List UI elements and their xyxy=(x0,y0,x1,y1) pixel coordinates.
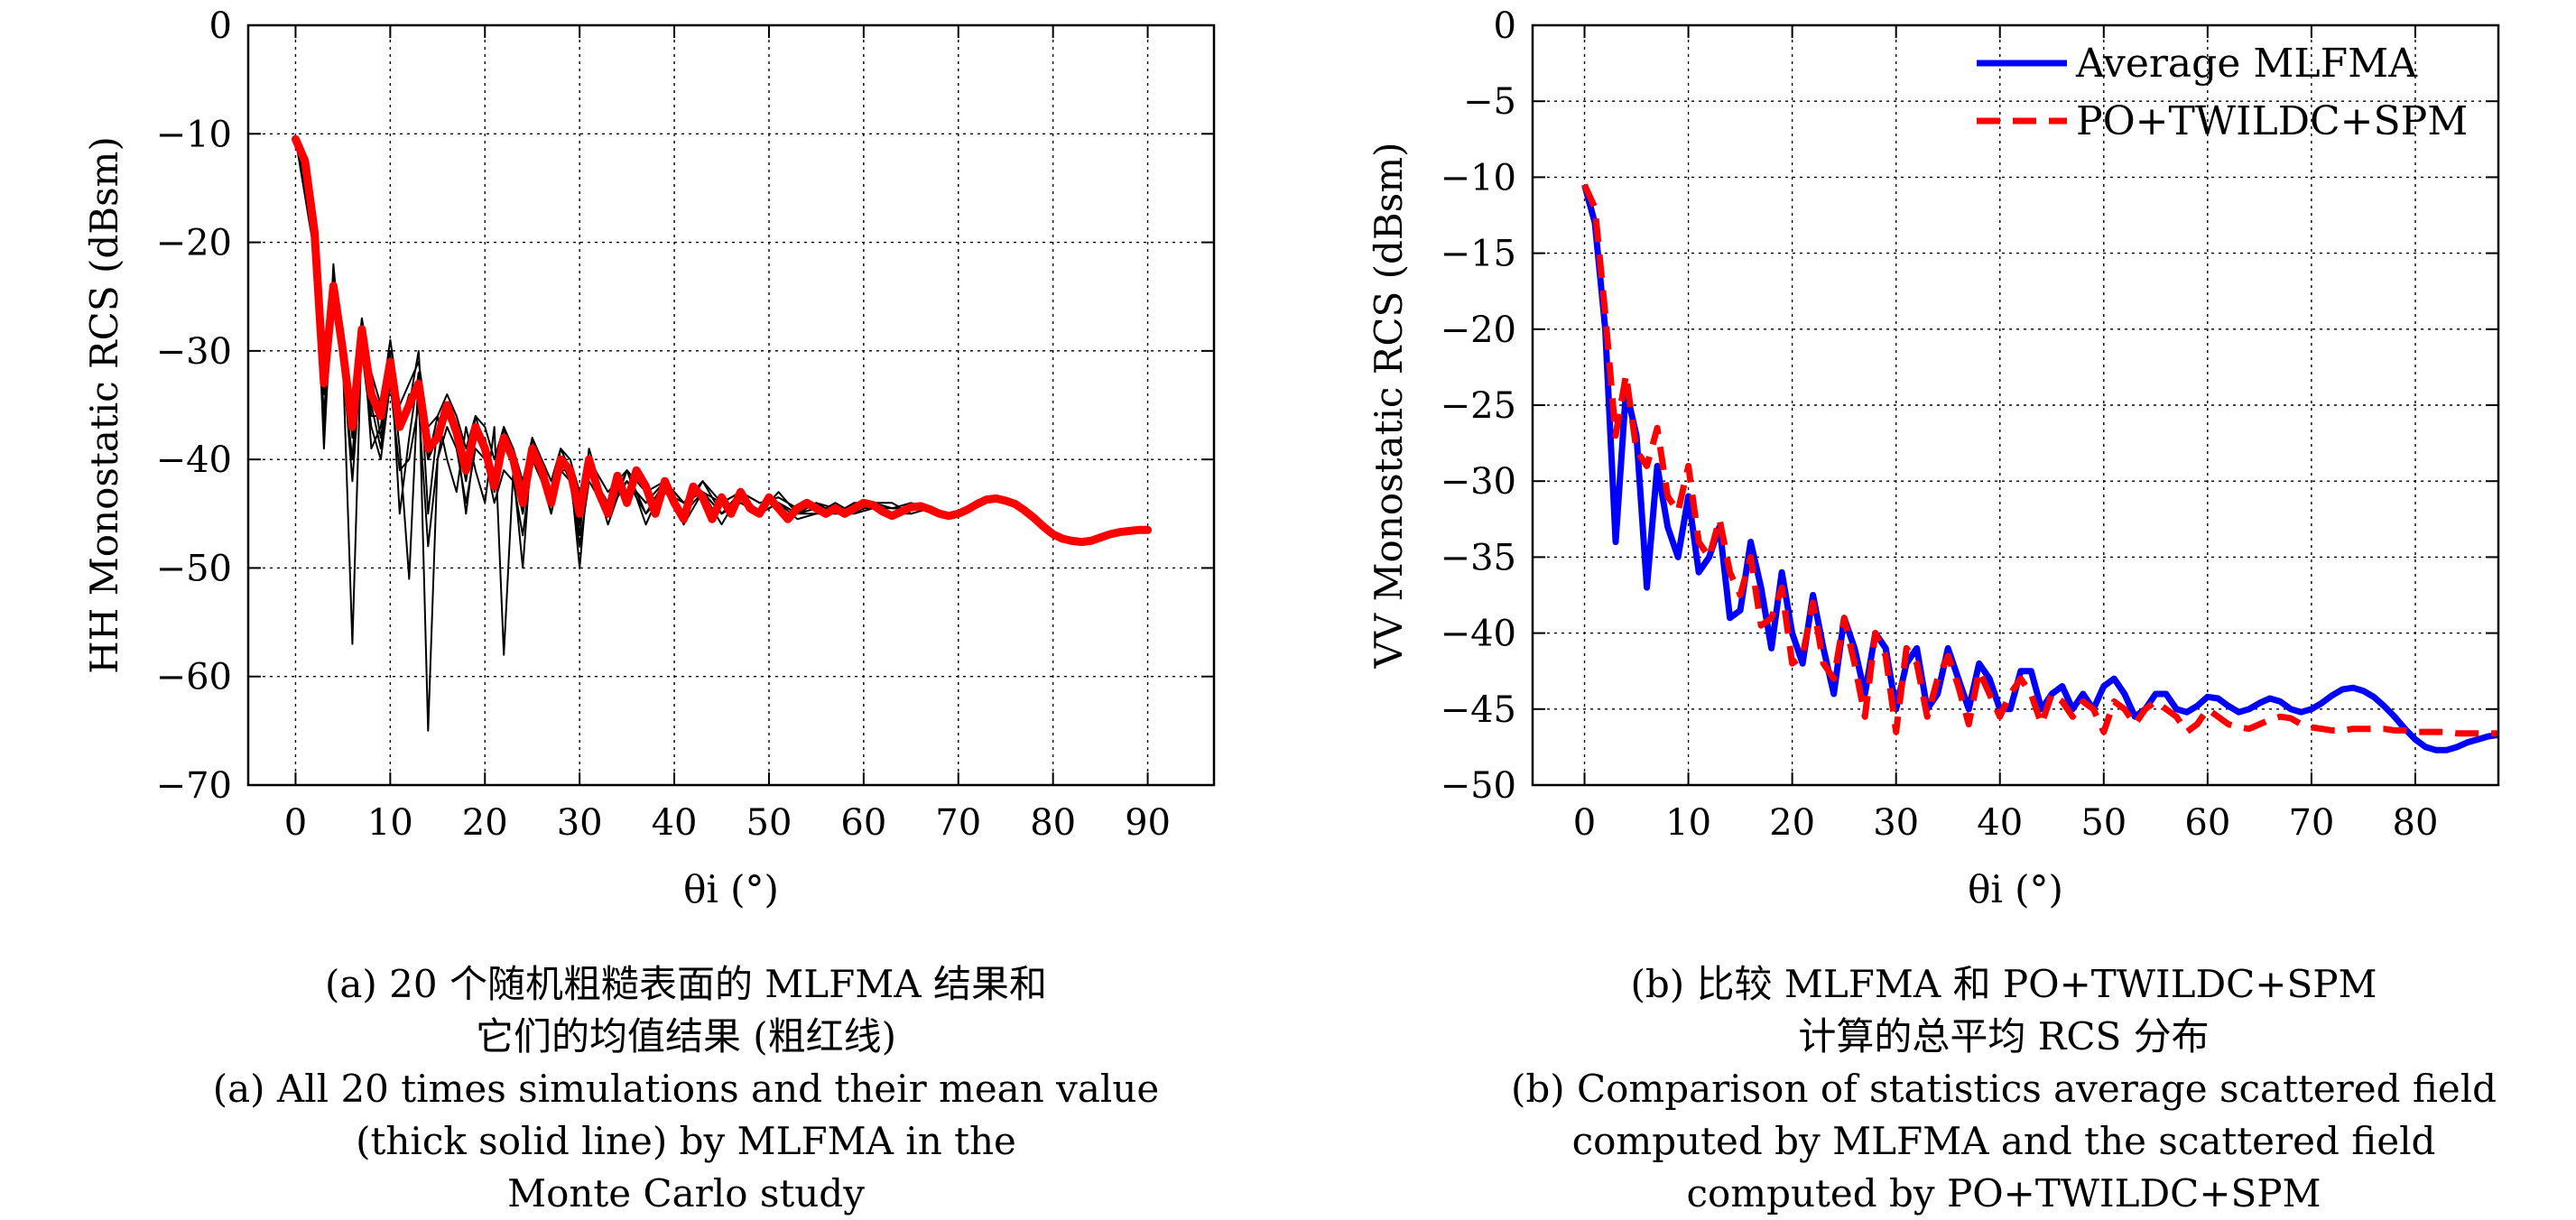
y-tick-label: 0 xyxy=(209,5,232,47)
y-tick-label: −30 xyxy=(1441,461,1516,503)
caption-b-en-line-1: (b) Comparison of statistics average sca… xyxy=(1510,1067,2497,1111)
x-tick-label: 70 xyxy=(935,802,981,844)
y-tick-label: −10 xyxy=(156,114,232,155)
caption-b-en-line-2: computed by MLFMA and the scattered fiel… xyxy=(1571,1119,2436,1163)
caption-a-zh-line-1: (a) 20 个随机粗糙表面的 MLFMA 结果和 xyxy=(324,962,1048,1006)
plot-area xyxy=(292,134,1153,732)
y-tick-label: −20 xyxy=(156,223,232,264)
caption-b-zh-line-1: (b) 比较 MLFMA 和 PO+TWILDC+SPM xyxy=(1630,962,2377,1006)
chart-panel-b: 0 10 20 30 40 50 60 70 80 0 −5 −10 −15 −20 −25 −30 −35 −4… xyxy=(1367,5,2500,911)
chart-panel-a: 0 10 20 30 40 50 60 70 80 90 0 −10 −20 −30 −40 −50 −60 −7… xyxy=(82,5,1216,911)
x-tick-label: 60 xyxy=(2184,802,2230,844)
caption-a-en-line-2: (thick solid line) by MLFMA in the xyxy=(356,1119,1016,1163)
y-tick-label: −25 xyxy=(1441,385,1516,427)
y-tick-label: 0 xyxy=(1494,5,1516,47)
x-tick-label: 20 xyxy=(1769,802,1815,844)
x-tick-label: 40 xyxy=(1977,802,2023,844)
y-tick-label: −35 xyxy=(1441,537,1516,578)
x-tick-label: 80 xyxy=(2393,802,2439,844)
x-tick-label: 30 xyxy=(557,802,603,844)
caption-b: (b) 比较 MLFMA 和 PO+TWILDC+SPM 计算的总平均 RCS … xyxy=(1480,958,2527,1220)
x-tick-label: 40 xyxy=(652,802,698,844)
y-axis-label: VV Monostatic RCS (dBsm) xyxy=(1367,142,1411,669)
x-tick-label: 0 xyxy=(284,802,307,844)
simulation-line-6 xyxy=(294,139,950,515)
legend-label-1: Average MLFMA xyxy=(2075,41,2418,87)
caption-a-zh-line-2: 它们的均值结果 (粗红线) xyxy=(475,1014,897,1058)
y-tick-label: −50 xyxy=(1441,765,1516,807)
simulation-line-4 xyxy=(294,139,950,515)
y-tick-label: −50 xyxy=(156,548,232,589)
caption-b-zh-line-2: 计算的总平均 RCS 分布 xyxy=(1798,1014,2210,1058)
y-axis-label: HH Monostatic RCS (dBsm) xyxy=(82,136,126,674)
x-tick-label: 30 xyxy=(1873,802,1919,844)
legend: Average MLFMA PO+TWILDC+SPM xyxy=(1977,41,2468,144)
y-tick-label: −40 xyxy=(1441,614,1516,655)
series-line-1 xyxy=(1581,183,2498,753)
y-tick-label: −60 xyxy=(156,657,232,698)
y-tick-label: −40 xyxy=(156,439,232,481)
y-tick-label: −45 xyxy=(1441,689,1516,731)
plot-area xyxy=(1581,183,2498,753)
x-tick-label: 10 xyxy=(1665,802,1711,844)
x-tick-label: 80 xyxy=(1030,802,1076,844)
x-tick-label: 60 xyxy=(840,802,886,844)
mean-line xyxy=(292,134,1153,547)
series-line-2 xyxy=(1581,183,2498,737)
y-tick-label: −30 xyxy=(156,331,232,373)
x-axis-label: θi (°) xyxy=(1968,867,2063,911)
caption-a: (a) 20 个随机粗糙表面的 MLFMA 结果和 它们的均值结果 (粗红线) … xyxy=(162,958,1209,1220)
simulation-line-2 xyxy=(294,139,950,732)
x-tick-label: 50 xyxy=(2080,802,2127,844)
simulation-line-3 xyxy=(294,139,950,526)
x-tick-label: 0 xyxy=(1573,802,1596,844)
caption-a-en-line-3: Monte Carlo study xyxy=(507,1171,865,1215)
y-tick-label: −5 xyxy=(1463,81,1516,123)
y-tick-label: −70 xyxy=(156,765,232,807)
caption-a-en-line-1: (a) All 20 times simulations and their m… xyxy=(212,1067,1160,1111)
y-tick-label: −10 xyxy=(1441,157,1516,199)
x-tick-label: 10 xyxy=(367,802,413,844)
caption-b-en-line-3: computed by PO+TWILDC+SPM xyxy=(1686,1171,2321,1215)
x-tick-label: 20 xyxy=(462,802,508,844)
legend-label-2: PO+TWILDC+SPM xyxy=(2076,98,2468,144)
y-tick-label: −20 xyxy=(1441,310,1516,351)
x-tick-label: 50 xyxy=(746,802,792,844)
x-tick-label: 90 xyxy=(1125,802,1171,844)
plot-frame xyxy=(246,23,1216,787)
x-tick-label: 70 xyxy=(2288,802,2334,844)
y-tick-label: −15 xyxy=(1441,234,1516,275)
x-axis-label: θi (°) xyxy=(683,867,779,911)
